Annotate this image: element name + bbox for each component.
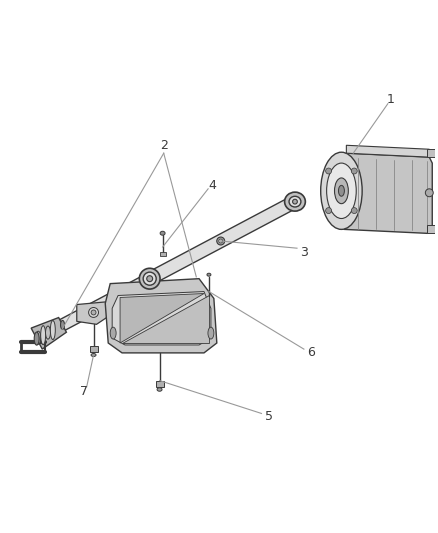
- Polygon shape: [90, 346, 98, 352]
- Ellipse shape: [41, 326, 46, 345]
- Ellipse shape: [46, 326, 50, 339]
- Ellipse shape: [208, 327, 214, 339]
- Polygon shape: [112, 292, 211, 345]
- Polygon shape: [427, 225, 435, 233]
- Text: 3: 3: [300, 246, 308, 259]
- Text: 2: 2: [160, 139, 168, 152]
- Circle shape: [325, 208, 332, 214]
- Circle shape: [217, 237, 225, 245]
- Ellipse shape: [339, 185, 344, 196]
- Ellipse shape: [110, 327, 116, 339]
- Ellipse shape: [88, 308, 99, 318]
- Text: 1: 1: [387, 93, 395, 106]
- Polygon shape: [122, 295, 209, 343]
- Ellipse shape: [91, 310, 96, 315]
- Text: 7: 7: [80, 385, 88, 398]
- Polygon shape: [159, 252, 166, 256]
- Text: 5: 5: [265, 410, 273, 423]
- Polygon shape: [37, 273, 152, 342]
- Text: 6: 6: [307, 345, 315, 359]
- Polygon shape: [31, 318, 67, 349]
- Ellipse shape: [285, 192, 305, 211]
- Ellipse shape: [321, 152, 362, 229]
- Circle shape: [351, 168, 357, 174]
- Ellipse shape: [327, 163, 356, 219]
- Polygon shape: [427, 149, 435, 157]
- Ellipse shape: [157, 388, 162, 391]
- Ellipse shape: [34, 332, 39, 345]
- Ellipse shape: [293, 199, 297, 204]
- Ellipse shape: [425, 189, 433, 197]
- Text: 4: 4: [208, 179, 216, 192]
- Circle shape: [325, 168, 332, 174]
- Polygon shape: [77, 302, 111, 325]
- Ellipse shape: [50, 320, 55, 340]
- Ellipse shape: [147, 276, 153, 281]
- Polygon shape: [155, 381, 163, 386]
- Ellipse shape: [60, 320, 64, 329]
- Polygon shape: [153, 192, 304, 281]
- Ellipse shape: [160, 231, 165, 235]
- Ellipse shape: [139, 268, 160, 289]
- Ellipse shape: [36, 331, 41, 344]
- Polygon shape: [120, 294, 204, 343]
- Ellipse shape: [289, 196, 301, 207]
- Ellipse shape: [91, 353, 96, 357]
- Circle shape: [219, 239, 223, 243]
- Polygon shape: [342, 153, 432, 233]
- Ellipse shape: [335, 178, 348, 204]
- Polygon shape: [105, 279, 217, 353]
- Ellipse shape: [207, 273, 211, 276]
- Ellipse shape: [143, 272, 156, 285]
- Polygon shape: [346, 146, 429, 157]
- Circle shape: [351, 208, 357, 214]
